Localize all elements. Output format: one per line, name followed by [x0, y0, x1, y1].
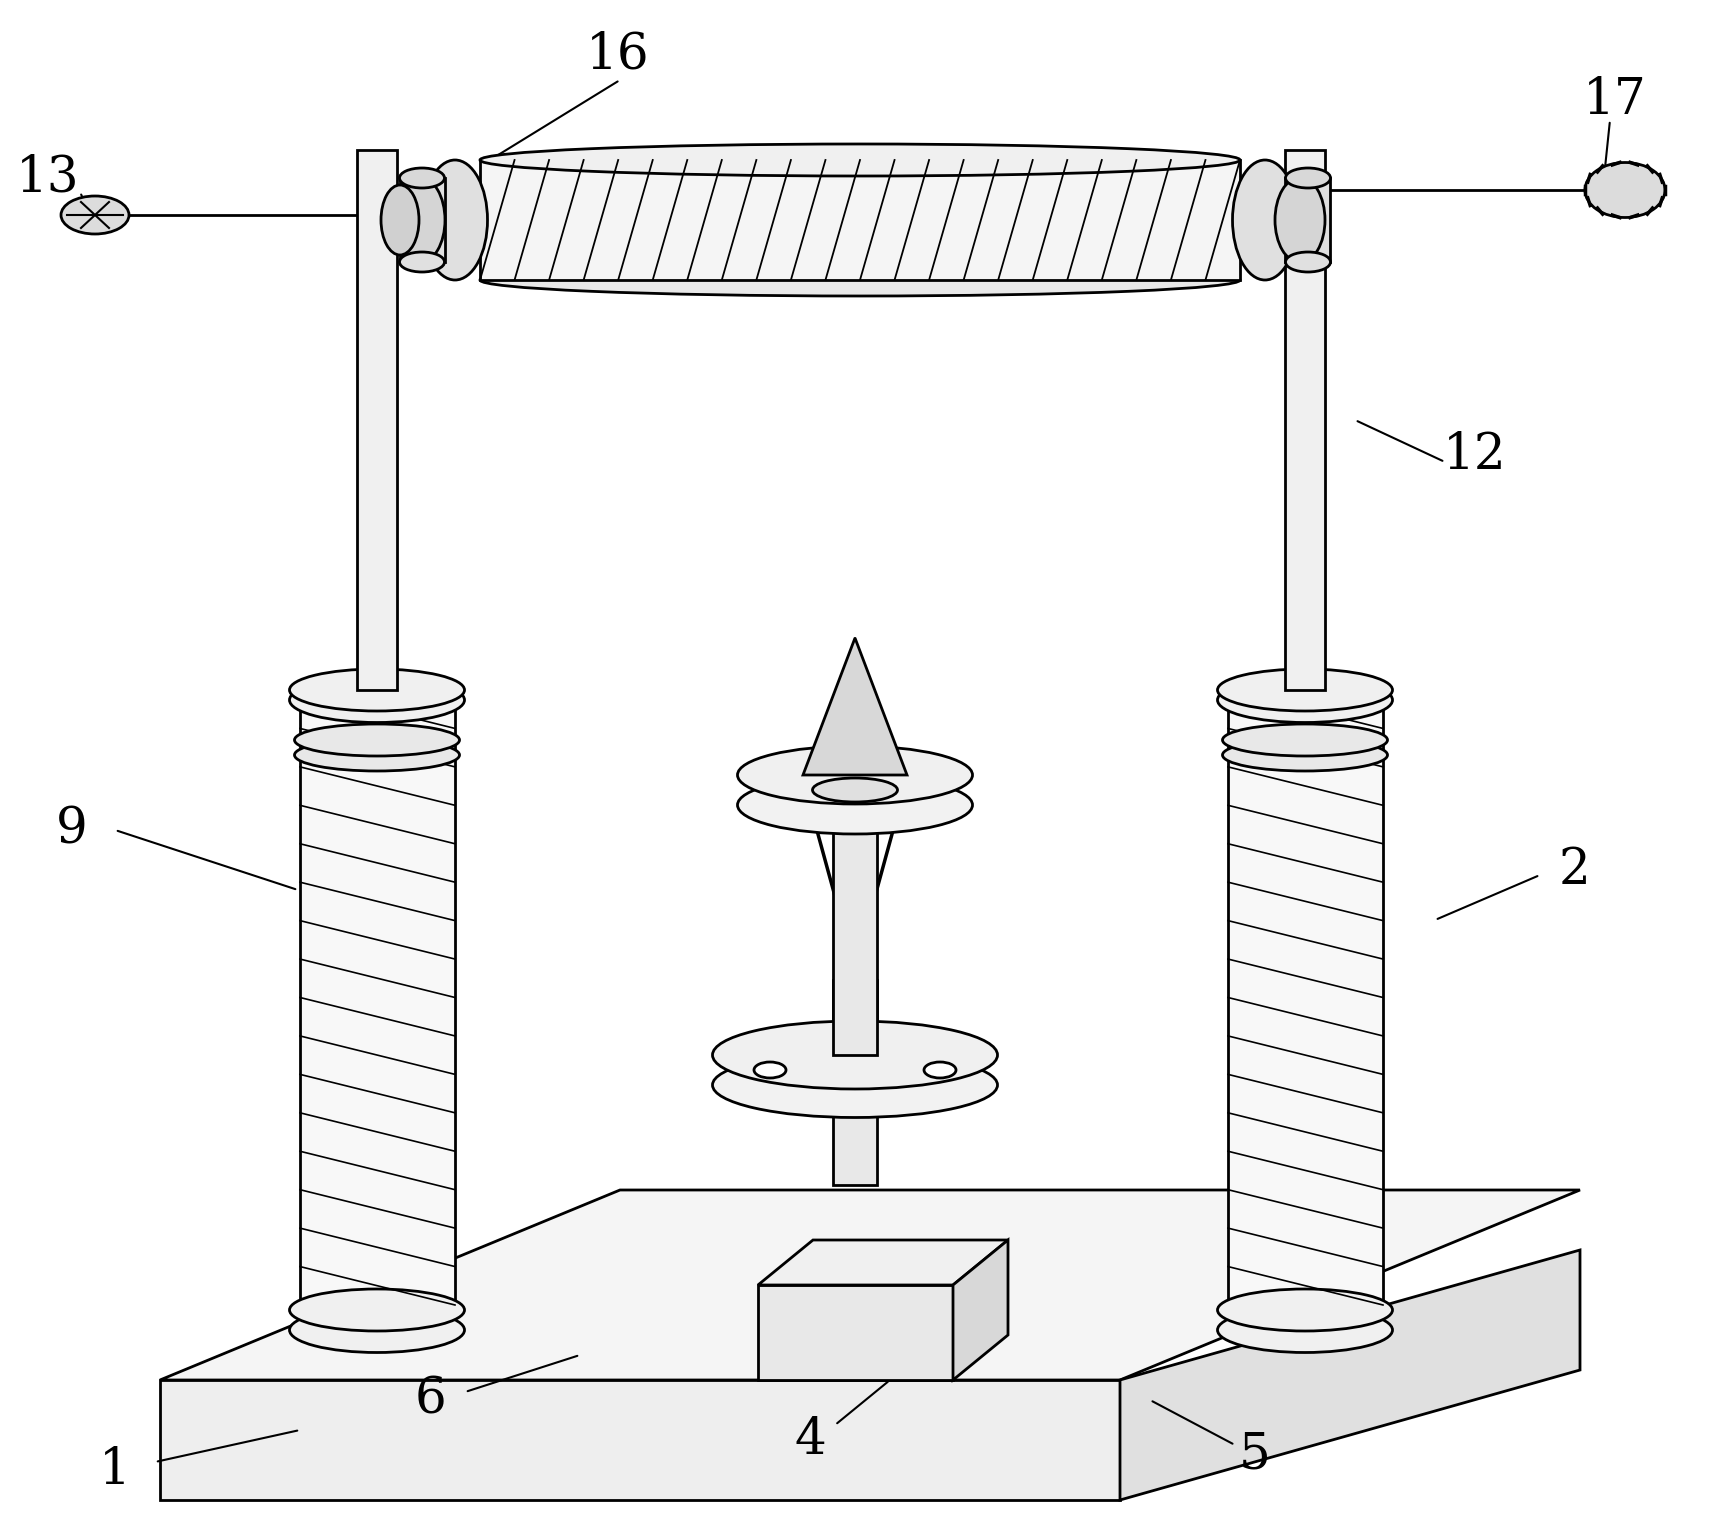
Ellipse shape — [924, 1062, 955, 1078]
Ellipse shape — [60, 196, 129, 235]
Bar — [1286, 178, 1330, 262]
Bar — [833, 771, 878, 1055]
Ellipse shape — [738, 777, 972, 835]
Ellipse shape — [1222, 723, 1387, 755]
Ellipse shape — [480, 145, 1241, 177]
Text: 1: 1 — [100, 1445, 131, 1494]
Polygon shape — [160, 1189, 1580, 1380]
Bar — [833, 979, 878, 1185]
Ellipse shape — [1217, 669, 1392, 711]
Bar — [1229, 690, 1384, 1305]
Bar — [1286, 149, 1325, 690]
Ellipse shape — [399, 168, 444, 187]
Ellipse shape — [289, 1308, 465, 1352]
Ellipse shape — [754, 1062, 786, 1078]
Ellipse shape — [1222, 739, 1387, 771]
Ellipse shape — [289, 678, 465, 722]
Ellipse shape — [396, 178, 446, 262]
Ellipse shape — [712, 1052, 998, 1118]
Ellipse shape — [289, 1288, 465, 1331]
Bar — [757, 1285, 953, 1380]
Text: 17: 17 — [1583, 75, 1647, 125]
Ellipse shape — [399, 251, 444, 273]
Text: 6: 6 — [415, 1375, 446, 1424]
Ellipse shape — [1585, 163, 1664, 218]
Bar — [399, 178, 446, 262]
Ellipse shape — [380, 184, 418, 254]
Ellipse shape — [712, 1020, 998, 1089]
Ellipse shape — [294, 723, 460, 755]
Ellipse shape — [422, 160, 487, 280]
Text: 12: 12 — [1444, 431, 1508, 480]
Polygon shape — [757, 1240, 1009, 1285]
Ellipse shape — [1217, 678, 1392, 722]
Ellipse shape — [1286, 251, 1330, 273]
Ellipse shape — [480, 263, 1241, 295]
Polygon shape — [953, 1240, 1009, 1380]
Ellipse shape — [812, 778, 897, 803]
Ellipse shape — [1217, 1288, 1392, 1331]
Ellipse shape — [289, 669, 465, 711]
Polygon shape — [1120, 1250, 1580, 1500]
Text: 16: 16 — [587, 30, 651, 79]
Text: 5: 5 — [1239, 1430, 1270, 1480]
Text: 4: 4 — [793, 1415, 826, 1465]
Polygon shape — [160, 1380, 1120, 1500]
Ellipse shape — [1232, 160, 1298, 280]
Polygon shape — [804, 638, 907, 775]
Ellipse shape — [1286, 168, 1330, 187]
Bar — [299, 690, 454, 1305]
Ellipse shape — [294, 739, 460, 771]
Ellipse shape — [1275, 178, 1325, 262]
Ellipse shape — [1217, 1308, 1392, 1352]
Ellipse shape — [738, 746, 972, 804]
Bar — [480, 160, 1241, 280]
Text: 9: 9 — [57, 806, 88, 854]
Text: 2: 2 — [1559, 845, 1590, 894]
Text: 13: 13 — [15, 154, 79, 203]
Bar — [356, 149, 398, 690]
